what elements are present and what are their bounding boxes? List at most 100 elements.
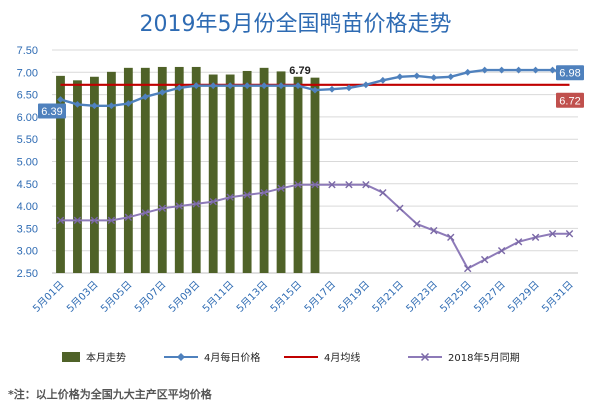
start-callout-box	[38, 103, 66, 119]
point-2018	[531, 233, 540, 242]
y-tick-label: 5.50	[17, 134, 38, 146]
point-2018	[447, 233, 455, 242]
y-tick-label: 7.50	[17, 45, 38, 57]
bar	[259, 67, 269, 273]
point-2018	[413, 220, 421, 228]
bar	[157, 66, 167, 273]
legend: 本月走势 4月每日价格 4月均线 2018年5月同期	[62, 351, 520, 364]
point-2018	[260, 189, 268, 197]
point-2018	[226, 193, 234, 201]
point-2018	[124, 213, 133, 221]
avg-value-label: 6.79	[289, 65, 310, 77]
legend-label: 4月均线	[324, 351, 360, 364]
legend-swatch	[62, 352, 80, 362]
y-tick-label: 3.50	[17, 223, 38, 235]
bar	[276, 71, 286, 274]
bar	[174, 66, 184, 273]
x-tick-label: 5月23日	[404, 279, 440, 315]
point-april-daily	[549, 66, 556, 74]
point-april-daily	[294, 82, 302, 90]
point-2018	[277, 184, 285, 192]
end-callout-box	[556, 65, 584, 81]
point-april-daily	[91, 102, 98, 110]
point-2018	[192, 200, 200, 208]
point-2018	[514, 238, 523, 246]
point-april-daily	[243, 82, 251, 90]
bar	[208, 74, 218, 273]
bar	[225, 74, 235, 273]
bar	[310, 77, 320, 273]
y-tick-label: 2.50	[17, 268, 38, 280]
bar	[73, 80, 82, 273]
legend-marker	[420, 352, 430, 362]
legend-item: 2018年5月同期	[408, 351, 520, 364]
point-2018	[379, 189, 387, 197]
point-april-daily	[464, 68, 472, 76]
x-tick-label: 5月21日	[370, 279, 406, 315]
point-2018	[396, 204, 404, 213]
bar	[106, 71, 116, 273]
point-april-daily	[396, 73, 404, 81]
y-tick-label: 6.50	[17, 90, 38, 102]
point-2018	[328, 180, 336, 189]
x-tick-label: 5月09日	[166, 279, 202, 315]
x-tick-label: 5月17日	[302, 279, 338, 315]
point-april-daily	[379, 76, 387, 84]
point-2018	[548, 230, 557, 238]
x-tick-label: 5月19日	[336, 279, 372, 315]
y-tick-label: 4.00	[17, 201, 38, 213]
x-tick-label: 5月03日	[64, 279, 100, 315]
point-april-daily	[158, 88, 166, 96]
y-tick-label: 6.00	[17, 112, 38, 124]
x-tick-label: 5月13日	[234, 279, 270, 315]
point-2018	[243, 191, 251, 199]
y-tick-label: 4.50	[17, 179, 38, 191]
point-2018	[345, 180, 353, 189]
point-april-daily	[226, 82, 234, 90]
bar	[140, 67, 150, 273]
legend-label: 本月走势	[86, 351, 126, 364]
legend-item: 本月走势	[62, 351, 126, 364]
bar-series	[56, 66, 320, 274]
point-2018	[362, 180, 370, 189]
point-2018	[311, 180, 319, 189]
point-april-daily	[260, 82, 268, 90]
point-2018	[56, 216, 65, 225]
point-2018	[175, 202, 183, 210]
point-april-daily	[532, 66, 539, 74]
bar	[293, 76, 303, 273]
point-april-daily	[498, 66, 506, 74]
point-april-daily	[57, 96, 64, 103]
point-april-daily	[175, 84, 183, 92]
point-april-daily	[515, 66, 523, 74]
point-2018	[497, 247, 506, 255]
legend-label: 2018年5月同期	[448, 351, 520, 364]
x-tick-label: 5月31日	[540, 279, 576, 315]
bar	[242, 70, 252, 273]
point-april-daily	[192, 82, 200, 90]
x-tick-label: 5月15日	[268, 279, 304, 315]
point-april-daily	[481, 66, 489, 74]
x-tick-label: 5月27日	[472, 279, 508, 315]
legend-item: 4月每日价格	[164, 351, 260, 364]
avg-callout-text: 6.72	[559, 95, 580, 107]
start-callout: 6.39	[38, 103, 66, 119]
x-tick-label: 5月05日	[98, 279, 134, 315]
x-tick-label: 5月25日	[438, 279, 474, 315]
footnote: *注：以上价格为全国九大主产区平均价格	[8, 388, 212, 401]
point-april-daily	[413, 72, 421, 80]
x-tick-label: 5月29日	[506, 279, 542, 315]
x-tick-label: 5月11日	[200, 279, 236, 315]
start-callout-text: 6.39	[41, 106, 62, 118]
x-tick-label: 5月07日	[132, 279, 168, 315]
y-tick-label: 7.00	[17, 67, 38, 79]
avg-callout-box	[556, 92, 584, 108]
end-callout: 6.98	[556, 65, 584, 81]
bar	[191, 66, 201, 273]
point-2018	[464, 264, 472, 273]
point-april-daily	[277, 82, 285, 90]
point-april-daily	[362, 81, 370, 89]
point-2018	[141, 209, 150, 217]
end-callout-text: 6.98	[559, 68, 580, 80]
